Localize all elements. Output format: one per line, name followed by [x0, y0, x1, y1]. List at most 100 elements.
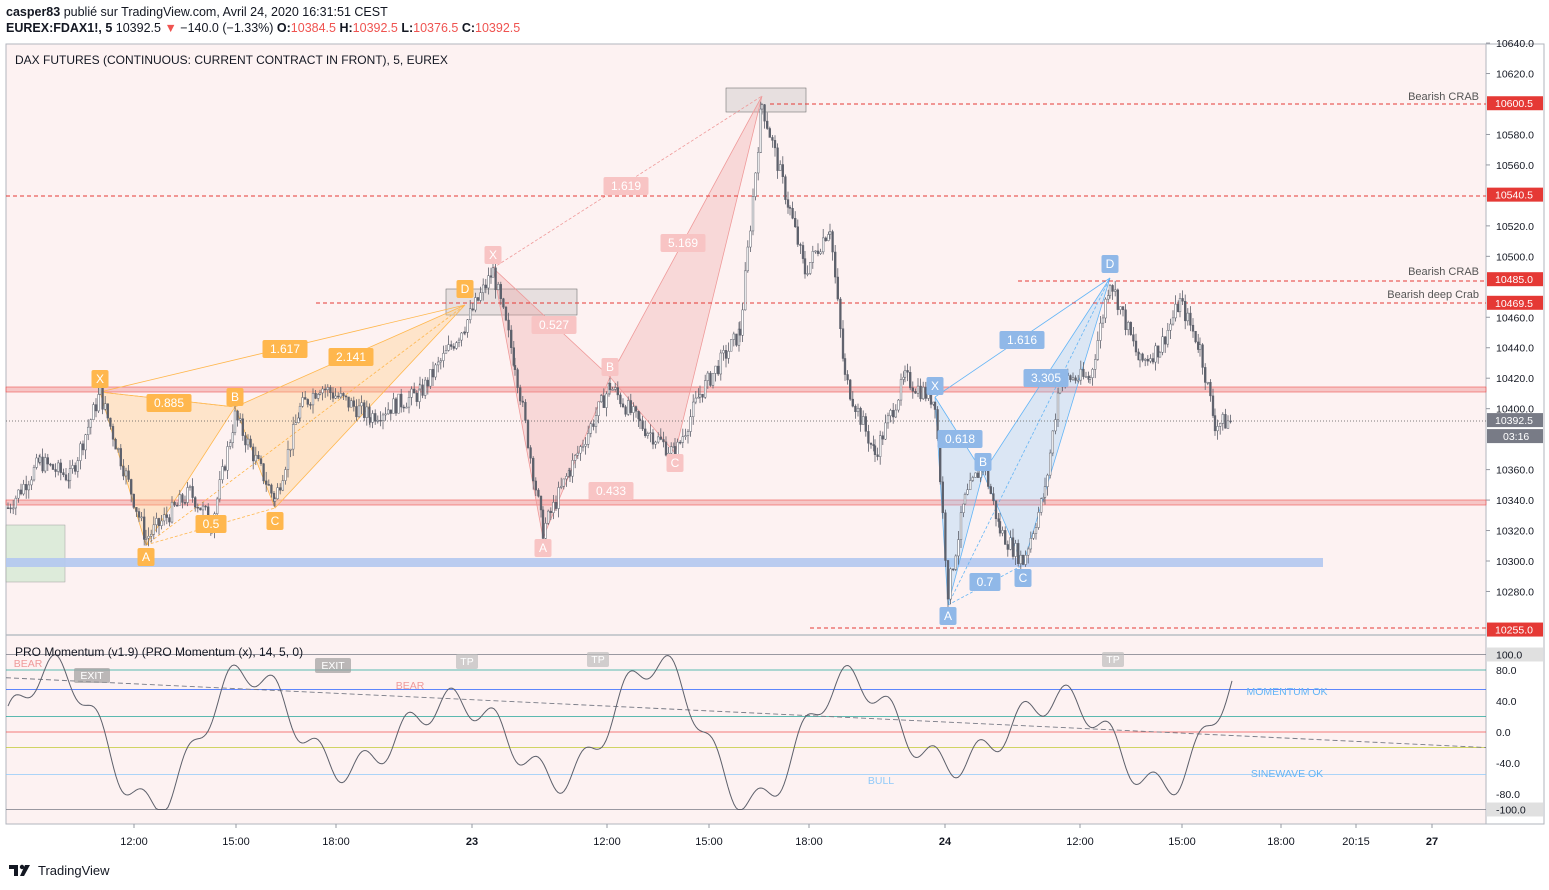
- candle-body: [519, 387, 522, 402]
- pattern2-b: [601, 358, 619, 376]
- candle-body: [670, 446, 673, 454]
- candle-body: [1229, 420, 1232, 423]
- candle-body: [132, 493, 135, 508]
- candle-body: [969, 480, 972, 490]
- candle-body: [1157, 345, 1160, 358]
- price-tick-label: 10620.0: [1496, 69, 1534, 81]
- candle-body: [902, 376, 905, 380]
- harmonic-pattern-2[interactable]: [492, 95, 763, 540]
- candle-body: [811, 251, 814, 263]
- candle-body: [1201, 344, 1204, 368]
- candle-body: [749, 230, 752, 248]
- candle-body: [413, 388, 416, 394]
- candle-body: [605, 393, 608, 408]
- price-tick-label: 10640.0: [1496, 38, 1534, 50]
- candle-body: [899, 379, 903, 401]
- candle-body: [779, 164, 782, 171]
- momentum-tick-label: -100.0: [1496, 805, 1526, 817]
- candle-body: [201, 505, 205, 511]
- candle-body: [326, 387, 329, 390]
- harmonic-pattern-1[interactable]: [99, 304, 466, 546]
- candle-body: [619, 394, 622, 405]
- candle-body: [751, 196, 755, 232]
- candle-body: [526, 420, 530, 448]
- annotation-bearish-crab-1: Bearish CRAB: [1408, 91, 1479, 103]
- pattern1-ratio-885: [146, 394, 192, 412]
- candle-body: [659, 436, 662, 440]
- support-zone-blue[interactable]: [6, 558, 1323, 567]
- target-box-2[interactable]: [725, 87, 807, 113]
- candle-body: [1216, 426, 1219, 432]
- candle-body: [1158, 351, 1162, 358]
- candle-body: [889, 410, 892, 417]
- label-sinewave-ok: SINEWAVE OK: [1251, 768, 1323, 780]
- support-zone-box[interactable]: [5, 524, 66, 583]
- candle-body: [124, 470, 128, 477]
- candle-body: [1014, 543, 1017, 557]
- pattern2-ratio-1619-text: 1.619: [611, 179, 641, 193]
- author-name[interactable]: casper83: [6, 5, 61, 19]
- candle-body: [516, 369, 519, 388]
- candle-body: [22, 484, 25, 495]
- tradingview-logo-icon: [9, 864, 30, 876]
- candle-body: [309, 404, 312, 406]
- candle-body: [744, 270, 747, 311]
- price-axis[interactable]: 10640.0 10620.0 10580.0 10560.0 10520.0 10500…: [1486, 38, 1534, 598]
- candle-body: [919, 385, 922, 400]
- symbol-name[interactable]: EUREX:FDAX1!, 5: [6, 21, 113, 35]
- candle-body: [352, 400, 355, 407]
- candle-body: [186, 487, 189, 503]
- candle-body: [130, 479, 133, 495]
- candle-body: [363, 402, 366, 418]
- time-tick-label: 12:00: [120, 836, 148, 848]
- price-change: −140.0 (−1.33%): [180, 21, 274, 35]
- price-tick-label: 10560.0: [1496, 160, 1534, 172]
- candle-body: [252, 446, 255, 462]
- candle-body: [1204, 367, 1207, 383]
- candle-body: [903, 370, 907, 378]
- candle-body: [814, 250, 817, 253]
- candle-body: [1079, 368, 1082, 381]
- label-tp-2-box: [587, 652, 609, 667]
- support-zone-red[interactable]: [5, 499, 1487, 506]
- label-exit-1-box: [74, 668, 110, 683]
- candle-body: [1221, 414, 1224, 424]
- pattern3-c-text: C: [1019, 571, 1028, 585]
- pattern2-ratio-433-text: 0.433: [596, 484, 626, 498]
- candle-body: [452, 346, 455, 349]
- candle-body: [233, 410, 237, 433]
- momentum-axis[interactable]: 100.0 80.0 40.0 0.0 -40.0 -80.0 -100.0: [1487, 647, 1543, 817]
- candle-body: [221, 466, 224, 480]
- candle-body: [791, 208, 794, 219]
- candle-body: [1169, 323, 1172, 331]
- momentum-tag: [1487, 802, 1543, 817]
- candle-body: [476, 297, 480, 301]
- candle-body: [534, 480, 537, 491]
- time-axis[interactable]: 12:00 15:00 18:00 23 12:00 15:00 18:00 24 12:00 1…: [120, 824, 1438, 848]
- candle-body: [497, 284, 500, 291]
- candle-body: [1189, 312, 1192, 326]
- candle-body: [600, 395, 603, 403]
- pattern3-ratio-07: [969, 573, 1001, 591]
- countdown-tag: [1487, 429, 1543, 444]
- candle-body: [1088, 377, 1092, 380]
- resistance-zone[interactable]: [5, 386, 1487, 393]
- candle-body: [587, 432, 590, 445]
- candle-body: [963, 494, 967, 505]
- pattern1-ratio-2141-text: 2.141: [336, 350, 366, 364]
- candle-body: [722, 350, 725, 354]
- time-tick-label: 23: [466, 836, 478, 848]
- candle-body: [1108, 285, 1112, 296]
- candle-body: [79, 443, 82, 461]
- candle-body: [864, 416, 867, 432]
- candle-body: [337, 395, 340, 398]
- candle-body: [389, 409, 392, 414]
- candle-body: [306, 399, 309, 405]
- candle-body: [318, 392, 322, 395]
- candle-body: [400, 393, 403, 408]
- candle-body: [686, 431, 690, 436]
- candle-body: [592, 423, 595, 427]
- footer[interactable]: TradingView: [8, 862, 110, 878]
- candle-body: [489, 275, 493, 278]
